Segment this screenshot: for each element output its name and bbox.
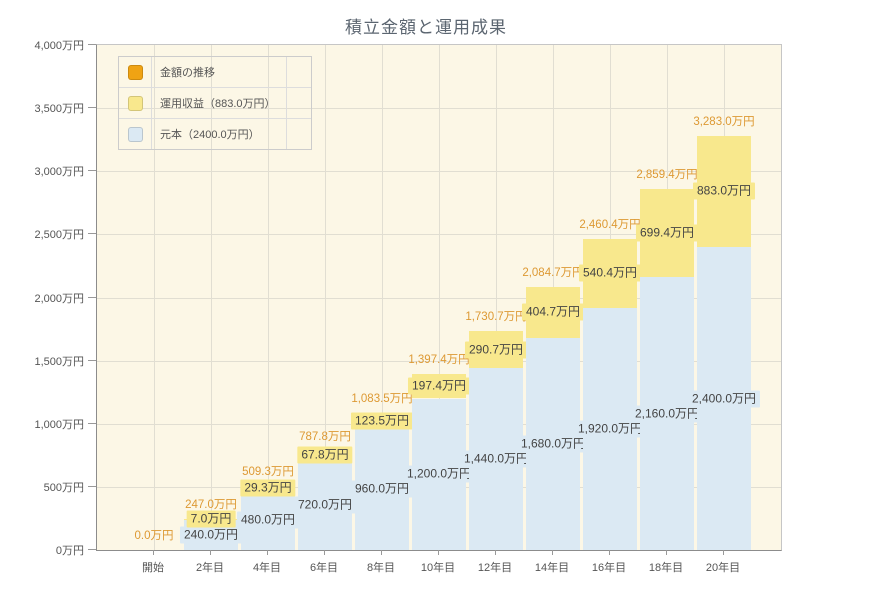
gridline-v	[325, 45, 326, 550]
x-axis-tick	[381, 550, 382, 555]
y-axis-label: 3,000万円	[34, 166, 84, 179]
x-axis-tick	[609, 550, 610, 555]
y-axis-label: 0万円	[55, 545, 84, 557]
legend-spacer	[287, 88, 311, 118]
x-axis-label: 4年目	[252, 562, 282, 574]
return-value-label: 67.8万円	[297, 446, 353, 464]
x-axis-tick	[210, 550, 211, 555]
total-value-label: 1,083.5万円	[351, 393, 413, 406]
x-axis-label: 開始	[142, 562, 164, 574]
principal-value-label: 960.0万円	[350, 480, 414, 498]
principal-value-label: 1,920.0万円	[573, 420, 647, 438]
x-axis-label: 8年目	[366, 562, 396, 574]
x-axis-label: 20年目	[705, 562, 741, 574]
legend-spacer	[287, 119, 311, 149]
x-axis-label: 10年目	[420, 562, 456, 574]
y-axis-tick	[88, 233, 96, 235]
legend: 金額の推移 運用収益（883.0万円） 元本（2400.0万円）	[118, 56, 312, 150]
x-axis-label: 14年目	[534, 562, 570, 574]
total-value-label: 0.0万円	[134, 530, 174, 542]
y-axis-label: 2,000万円	[34, 292, 84, 305]
gridline-v	[439, 45, 440, 550]
legend-swatch-cell	[119, 119, 152, 149]
gridline-v	[154, 45, 155, 550]
principal-value-label: 720.0万円	[293, 496, 357, 514]
x-axis-tick	[495, 550, 496, 555]
return-value-label: 29.3万円	[240, 479, 296, 497]
return-value-label: 7.0万円	[186, 510, 236, 528]
x-axis-label: 2年目	[195, 562, 225, 574]
x-axis-tick	[324, 550, 325, 555]
y-axis-label: 2,500万円	[34, 229, 84, 242]
principal-value-label: 240.0万円	[179, 526, 243, 544]
return-value-label: 540.4万円	[578, 264, 642, 282]
total-value-label: 1,397.4万円	[408, 353, 470, 366]
legend-label: 金額の推移	[152, 57, 287, 87]
principal-value-label: 480.0万円	[236, 511, 300, 529]
y-axis-label: 3,500万円	[34, 103, 84, 116]
x-axis-tick	[666, 550, 667, 555]
total-value-label: 1,730.7万円	[465, 311, 527, 324]
legend-label: 運用収益（883.0万円）	[152, 88, 287, 118]
legend-spacer	[287, 57, 311, 87]
legend-swatch-principal-icon	[127, 126, 143, 142]
y-axis-tick	[88, 549, 96, 550]
legend-item-amount: 金額の推移	[119, 57, 311, 88]
return-value-label: 123.5万円	[350, 412, 414, 430]
principal-value-label: 2,400.0万円	[687, 390, 761, 407]
principal-value-label: 1,680.0万円	[516, 435, 590, 453]
x-axis-tick	[552, 550, 553, 555]
legend-swatch-cell	[119, 57, 152, 87]
total-value-label: 787.8万円	[299, 430, 351, 443]
y-axis-tick	[88, 107, 96, 109]
return-value-label: 290.7万円	[464, 341, 528, 359]
y-axis-tick	[88, 44, 96, 45]
x-axis-tick	[723, 550, 724, 555]
total-value-label: 509.3万円	[242, 465, 294, 478]
total-value-label: 247.0万円	[185, 498, 237, 511]
gridline-v	[496, 45, 497, 550]
chart-title: 積立金額と運用成果	[345, 18, 507, 37]
gridline-v	[268, 45, 269, 550]
return-value-label: 699.4万円	[635, 224, 699, 242]
legend-swatch-cell	[119, 88, 152, 118]
y-axis-label: 1,000万円	[34, 418, 84, 431]
return-value-label: 197.4万円	[407, 377, 471, 395]
total-value-label: 2,859.4万円	[636, 169, 698, 181]
principal-value-label: 2,160.0万円	[630, 405, 704, 423]
return-value-label: 883.0万円	[692, 182, 756, 200]
y-axis-label: 500万円	[43, 481, 84, 494]
plot-area: 0.0万円 240.0万円 7.0万円 247.0万円 480.0万円 29.3万円 509…	[96, 44, 782, 551]
x-axis-label: 18年目	[648, 562, 684, 574]
x-axis-label: 6年目	[309, 562, 339, 574]
gridline-v	[211, 45, 212, 550]
gridline-v	[382, 45, 383, 550]
x-axis-tick	[267, 550, 268, 555]
y-axis-tick	[88, 170, 96, 172]
x-axis-label: 16年目	[591, 562, 627, 574]
y-axis-tick	[88, 422, 96, 424]
legend-swatch-return-icon	[127, 95, 143, 111]
legend-item-principal: 元本（2400.0万円）	[119, 119, 311, 149]
principal-value-label: 1,200.0万円	[402, 465, 476, 483]
x-axis-tick	[153, 550, 154, 555]
y-axis-tick	[88, 296, 96, 298]
total-value-label: 3,283.0万円	[693, 115, 755, 128]
total-value-label: 2,460.4万円	[579, 219, 641, 232]
y-axis-tick	[88, 359, 96, 361]
legend-item-return: 運用収益（883.0万円）	[119, 88, 311, 119]
y-axis-label: 4,000万円	[34, 40, 84, 52]
x-axis-label: 12年目	[477, 562, 513, 574]
return-value-label: 404.7万円	[521, 303, 585, 321]
legend-swatch-amount-icon	[127, 64, 143, 80]
total-value-label: 2,084.7万円	[522, 266, 584, 279]
principal-value-label: 1,440.0万円	[459, 450, 533, 468]
y-axis-label: 1,500万円	[34, 355, 84, 368]
legend-label: 元本（2400.0万円）	[152, 119, 287, 149]
y-axis-tick	[88, 485, 96, 487]
x-axis-tick	[438, 550, 439, 555]
